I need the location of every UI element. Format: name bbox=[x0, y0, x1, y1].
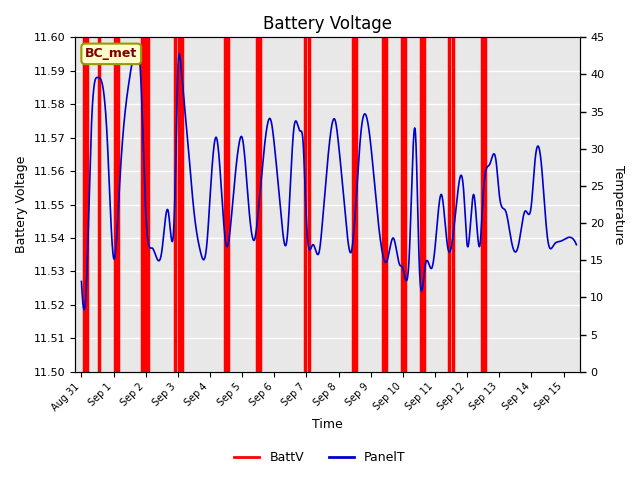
Title: Battery Voltage: Battery Voltage bbox=[263, 15, 392, 33]
X-axis label: Time: Time bbox=[312, 419, 342, 432]
Y-axis label: Temperature: Temperature bbox=[612, 165, 625, 244]
Y-axis label: Battery Voltage: Battery Voltage bbox=[15, 156, 28, 253]
Text: BC_met: BC_met bbox=[85, 48, 138, 60]
Legend: BattV, PanelT: BattV, PanelT bbox=[229, 446, 411, 469]
